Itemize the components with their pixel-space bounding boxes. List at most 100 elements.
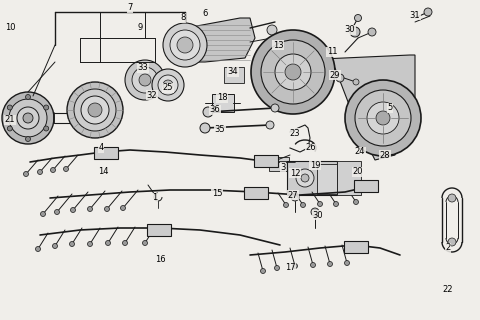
Circle shape bbox=[311, 208, 318, 216]
Text: 4: 4 bbox=[98, 143, 103, 153]
Circle shape bbox=[353, 199, 358, 204]
Circle shape bbox=[300, 203, 305, 207]
FancyBboxPatch shape bbox=[94, 147, 118, 159]
Text: 2: 2 bbox=[444, 244, 450, 252]
Text: 5: 5 bbox=[386, 103, 392, 113]
Text: 35: 35 bbox=[214, 125, 225, 134]
Circle shape bbox=[37, 170, 42, 174]
Circle shape bbox=[447, 238, 455, 246]
Circle shape bbox=[36, 246, 40, 252]
Text: 11: 11 bbox=[326, 47, 336, 57]
Circle shape bbox=[163, 80, 173, 90]
FancyBboxPatch shape bbox=[336, 161, 360, 195]
Circle shape bbox=[327, 261, 332, 267]
Circle shape bbox=[88, 103, 102, 117]
Polygon shape bbox=[300, 55, 414, 160]
Circle shape bbox=[352, 79, 358, 85]
FancyBboxPatch shape bbox=[287, 161, 336, 195]
Text: 28: 28 bbox=[379, 150, 389, 159]
Circle shape bbox=[274, 266, 279, 270]
Circle shape bbox=[285, 64, 300, 80]
Circle shape bbox=[54, 210, 60, 214]
Text: 24: 24 bbox=[354, 148, 364, 156]
Circle shape bbox=[105, 241, 110, 245]
Text: 12: 12 bbox=[289, 169, 300, 178]
Circle shape bbox=[50, 167, 55, 172]
Circle shape bbox=[69, 242, 74, 246]
Circle shape bbox=[261, 40, 324, 104]
Circle shape bbox=[333, 202, 338, 206]
Circle shape bbox=[336, 74, 343, 82]
Circle shape bbox=[120, 205, 125, 211]
Text: 29: 29 bbox=[329, 70, 339, 79]
Circle shape bbox=[9, 99, 47, 137]
Circle shape bbox=[44, 105, 48, 110]
Circle shape bbox=[17, 107, 39, 129]
Circle shape bbox=[63, 166, 68, 172]
Text: 3: 3 bbox=[280, 163, 285, 172]
Circle shape bbox=[142, 241, 147, 245]
Circle shape bbox=[265, 121, 274, 129]
Circle shape bbox=[251, 30, 334, 114]
Text: 7: 7 bbox=[127, 4, 132, 12]
Circle shape bbox=[447, 194, 455, 202]
Circle shape bbox=[295, 169, 313, 187]
Circle shape bbox=[157, 75, 178, 95]
Circle shape bbox=[52, 244, 58, 249]
Circle shape bbox=[367, 28, 375, 36]
Text: 26: 26 bbox=[305, 143, 316, 153]
Circle shape bbox=[423, 8, 431, 16]
Circle shape bbox=[292, 263, 297, 268]
FancyBboxPatch shape bbox=[316, 164, 336, 194]
FancyBboxPatch shape bbox=[224, 67, 243, 83]
Text: 22: 22 bbox=[442, 285, 452, 294]
Circle shape bbox=[139, 74, 151, 86]
Circle shape bbox=[344, 260, 349, 266]
Text: 13: 13 bbox=[272, 41, 283, 50]
Text: 17: 17 bbox=[284, 263, 295, 273]
Circle shape bbox=[375, 111, 389, 125]
Circle shape bbox=[283, 203, 288, 207]
Circle shape bbox=[67, 82, 123, 138]
Circle shape bbox=[260, 268, 265, 274]
Circle shape bbox=[275, 54, 311, 90]
Text: 9: 9 bbox=[137, 23, 143, 33]
Circle shape bbox=[323, 171, 336, 185]
Circle shape bbox=[74, 89, 116, 131]
Text: 1: 1 bbox=[152, 194, 157, 203]
Text: 14: 14 bbox=[97, 167, 108, 177]
Text: 34: 34 bbox=[227, 68, 238, 76]
Text: 30: 30 bbox=[344, 26, 355, 35]
Text: 19: 19 bbox=[309, 161, 320, 170]
Circle shape bbox=[87, 242, 92, 246]
Text: 33: 33 bbox=[137, 63, 148, 73]
Circle shape bbox=[169, 30, 200, 60]
Text: 31: 31 bbox=[409, 11, 420, 20]
Polygon shape bbox=[175, 18, 254, 62]
Circle shape bbox=[104, 206, 109, 212]
Circle shape bbox=[7, 126, 12, 131]
Circle shape bbox=[200, 123, 210, 133]
Circle shape bbox=[163, 23, 206, 67]
Circle shape bbox=[23, 113, 33, 123]
FancyBboxPatch shape bbox=[268, 157, 288, 171]
Circle shape bbox=[87, 206, 92, 212]
Text: 8: 8 bbox=[180, 13, 185, 22]
Circle shape bbox=[349, 27, 359, 37]
Circle shape bbox=[125, 60, 165, 100]
Text: 20: 20 bbox=[352, 167, 362, 177]
Circle shape bbox=[25, 137, 30, 141]
Text: 21: 21 bbox=[5, 116, 15, 124]
Circle shape bbox=[40, 212, 46, 217]
Circle shape bbox=[81, 96, 109, 124]
FancyBboxPatch shape bbox=[253, 155, 277, 167]
Text: 15: 15 bbox=[211, 189, 222, 198]
Circle shape bbox=[25, 94, 30, 100]
Circle shape bbox=[44, 126, 48, 131]
Circle shape bbox=[7, 105, 12, 110]
FancyBboxPatch shape bbox=[343, 241, 367, 253]
Circle shape bbox=[366, 102, 398, 134]
Text: 16: 16 bbox=[155, 255, 165, 265]
Text: 6: 6 bbox=[202, 10, 207, 19]
Text: 10: 10 bbox=[5, 23, 15, 33]
